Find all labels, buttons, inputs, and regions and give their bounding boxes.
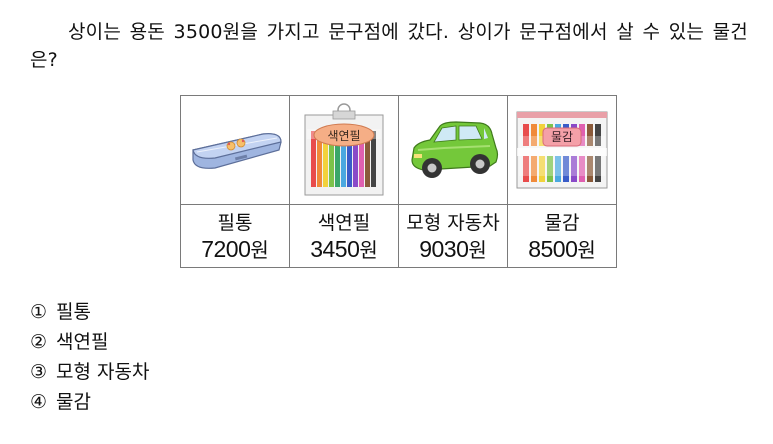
item-name: 모형 자동차 [406,211,500,234]
choice-text: 모형 자동차 [56,361,150,383]
item-price-unit: 원 [359,237,378,262]
pencil-case-icon [192,133,282,169]
paint-set-icon: 물감 [516,111,608,189]
item-price: 7200원 [181,235,289,264]
item-table: 색연필 [180,95,617,268]
paint-set-image-label: 물감 [551,130,573,144]
colored-pencils-icon: 색연필 [304,103,384,196]
choice-text: 물감 [56,391,91,413]
item-name: 색연필 [317,211,371,234]
choice-marker: ② [30,331,48,353]
colored-pencils-image-label: 색연필 [327,129,360,143]
choice-2[interactable]: ② 색연필 [30,327,149,357]
item-price-value: 9030 [419,235,469,262]
question-text: 상이는 용돈 3500원을 가지고 문구점에 갔다. 상이가 문구점에서 살 수… [30,21,748,71]
item-image-cell-colored-pencils: 색연필 [289,95,399,205]
item-cell-colored-pencils: 색연필 3450원 [289,204,399,268]
item-price-value: 7200 [201,235,251,262]
item-name: 물감 [544,211,580,234]
item-price: 9030원 [399,235,507,264]
choice-4[interactable]: ④ 물감 [30,387,149,417]
image-row: 색연필 [180,95,617,205]
item-price-unit: 원 [577,237,596,262]
item-cell-toy-car: 모형 자동차 9030원 [398,204,508,268]
item-price-value: 8500 [528,235,578,262]
label-row: 필통 7200원 색연필 3450원 모형 자동차 9030원 물감 8500원 [180,204,617,268]
choice-marker: ④ [30,391,48,413]
item-price-value: 3450 [310,235,360,262]
item-name: 필통 [217,211,253,234]
choice-text: 색연필 [56,331,109,353]
choice-text: 필통 [56,301,91,323]
item-image-cell-pencil-case [180,95,290,205]
item-cell-pencil-case: 필통 7200원 [180,204,290,268]
choice-1[interactable]: ① 필통 [30,297,149,327]
item-price: 8500원 [508,235,616,264]
answer-choices: ① 필통 ② 색연필 ③ 모형 자동차 ④ 물감 [30,297,149,417]
item-price-unit: 원 [468,237,487,262]
choice-3[interactable]: ③ 모형 자동차 [30,357,149,387]
item-cell-paint-set: 물감 8500원 [507,204,617,268]
item-price: 3450원 [290,235,398,264]
choice-marker: ① [30,301,48,323]
item-image-cell-toy-car [398,95,508,205]
item-image-cell-paint-set: 물감 [507,95,617,205]
item-price-unit: 원 [250,237,269,262]
choice-marker: ③ [30,361,48,383]
toy-car-icon [411,121,499,178]
